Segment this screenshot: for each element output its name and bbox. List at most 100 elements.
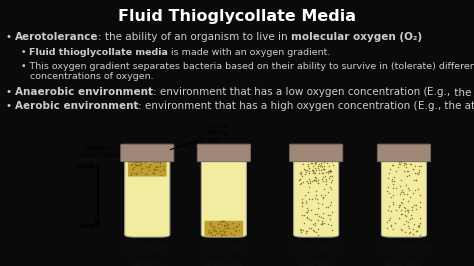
Point (315, 164, 322, 169)
Text: •: • (6, 32, 15, 43)
Point (156, 160, 164, 164)
Point (398, 211, 406, 216)
Point (211, 228, 219, 232)
Point (127, 163, 135, 167)
Point (307, 207, 314, 212)
Point (408, 216, 416, 220)
Point (384, 185, 392, 189)
Point (146, 163, 154, 167)
Point (304, 164, 311, 168)
Point (320, 164, 328, 168)
Point (211, 233, 219, 238)
Text: aerobes: aerobes (133, 261, 162, 266)
Point (310, 169, 317, 173)
Point (215, 226, 223, 231)
Point (409, 167, 417, 171)
Point (325, 169, 332, 173)
Point (409, 232, 417, 236)
Point (408, 213, 415, 217)
Point (318, 159, 326, 163)
Point (156, 164, 164, 168)
Point (389, 226, 397, 231)
Point (130, 171, 138, 176)
Point (403, 208, 411, 213)
Point (317, 163, 325, 168)
Point (137, 162, 145, 166)
Point (406, 195, 413, 199)
Point (389, 200, 397, 204)
Point (412, 207, 420, 211)
Point (311, 212, 319, 216)
Point (136, 160, 144, 164)
Point (300, 162, 307, 166)
Point (403, 169, 411, 173)
Point (401, 161, 408, 165)
Point (395, 205, 403, 209)
Point (310, 164, 317, 168)
Point (216, 220, 223, 224)
Point (133, 163, 140, 168)
Point (416, 200, 424, 204)
Point (150, 167, 157, 171)
Point (306, 181, 314, 185)
Point (409, 227, 417, 231)
Point (404, 208, 411, 212)
Point (236, 227, 243, 232)
Point (320, 160, 328, 164)
Point (232, 229, 239, 233)
Point (328, 178, 336, 182)
Point (208, 230, 215, 234)
Point (387, 223, 395, 227)
Point (384, 208, 392, 212)
Point (404, 220, 412, 224)
Point (132, 160, 139, 164)
Point (410, 203, 417, 207)
Point (297, 169, 305, 174)
Point (318, 221, 325, 226)
Point (150, 171, 158, 175)
Point (327, 187, 335, 191)
Point (299, 200, 306, 204)
Point (134, 163, 141, 167)
Point (207, 222, 214, 226)
Point (141, 160, 148, 164)
Text: is made with an oxygen gradient.: is made with an oxygen gradient. (168, 48, 330, 57)
Point (313, 197, 320, 202)
Point (306, 179, 313, 183)
Point (210, 228, 218, 233)
Point (310, 178, 318, 183)
Point (395, 203, 402, 207)
Point (322, 170, 329, 174)
Point (318, 171, 326, 175)
Point (209, 224, 217, 228)
Point (160, 168, 167, 172)
Point (206, 221, 214, 226)
Point (316, 214, 323, 218)
Point (137, 169, 145, 174)
Point (397, 200, 405, 204)
Point (320, 167, 328, 171)
Point (309, 179, 316, 183)
Point (314, 233, 322, 237)
Point (401, 230, 409, 235)
Point (325, 176, 333, 180)
Point (416, 159, 423, 163)
Point (312, 193, 319, 197)
Text: the human GI tract): the human GI tract) (451, 87, 474, 97)
Point (326, 168, 334, 172)
Point (134, 171, 141, 175)
Point (321, 173, 328, 178)
Point (324, 205, 331, 210)
Text: : the ability of an organism to live in: : the ability of an organism to live in (99, 32, 292, 43)
Point (298, 197, 305, 202)
Point (300, 228, 307, 232)
Point (325, 171, 332, 175)
Point (295, 178, 303, 182)
Point (308, 218, 315, 222)
Point (308, 226, 315, 230)
Point (232, 228, 239, 232)
Point (327, 180, 334, 184)
Point (218, 233, 226, 238)
Point (412, 178, 420, 182)
Point (401, 169, 408, 173)
